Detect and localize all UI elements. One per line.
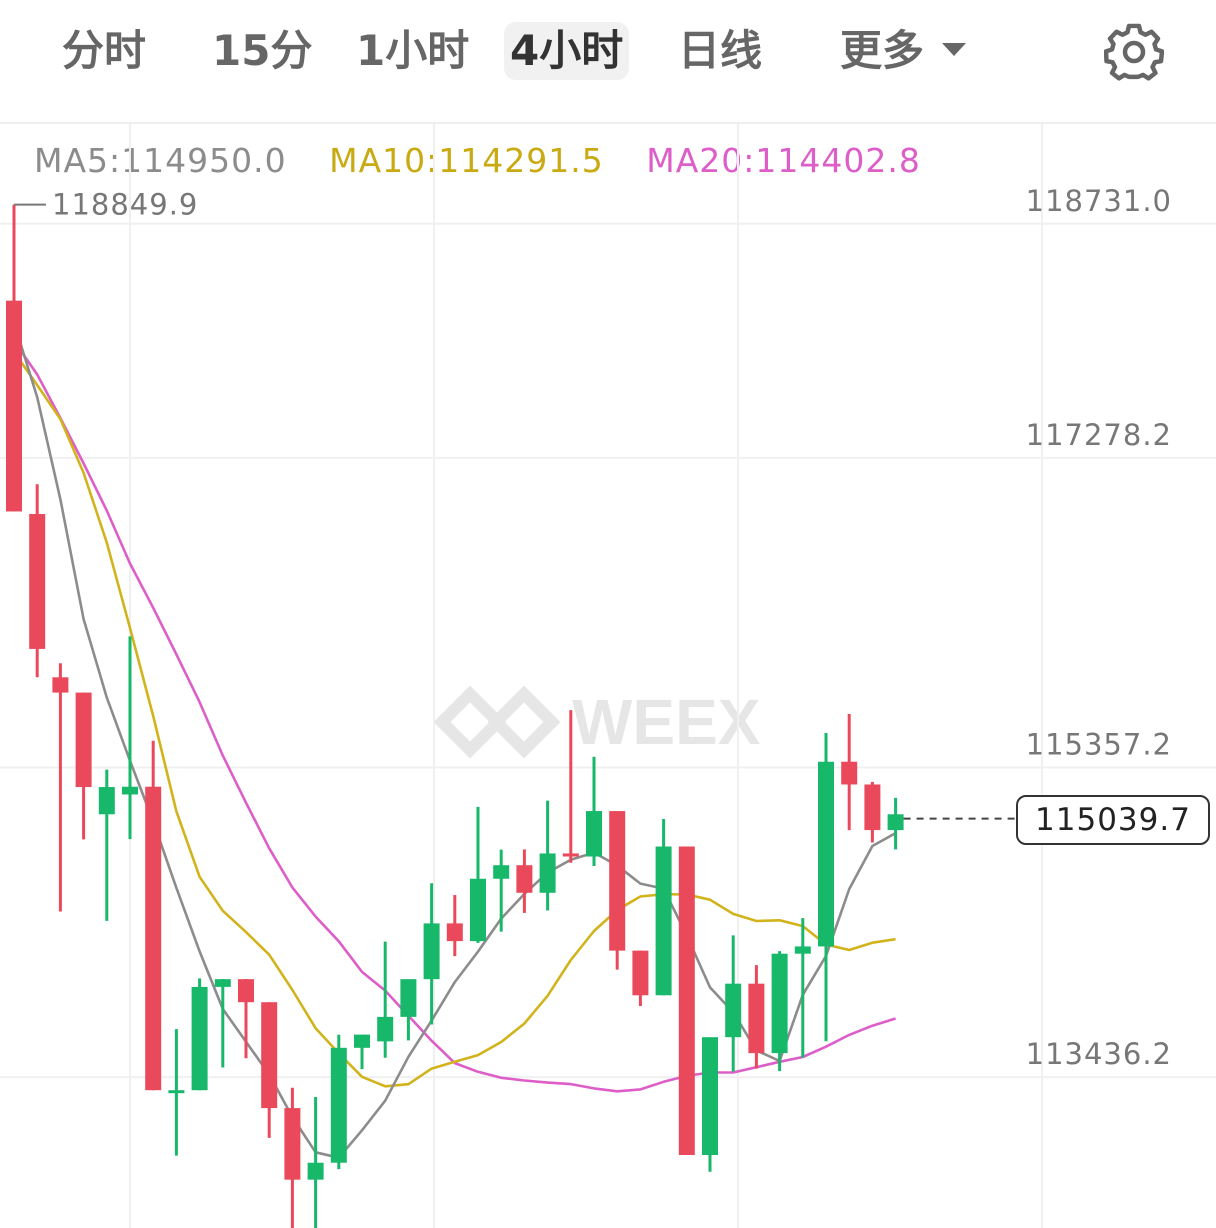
candle — [192, 978, 208, 1090]
candle-body — [702, 1037, 718, 1155]
candle-body — [99, 787, 115, 814]
candle-body — [540, 853, 556, 892]
candle-body — [493, 865, 509, 879]
candle — [702, 1037, 718, 1172]
tab-timeshare[interactable]: 分时 — [62, 22, 146, 80]
candle-body — [400, 979, 416, 1017]
candle-body — [215, 979, 231, 987]
candle-body — [52, 677, 68, 692]
candle-body — [679, 847, 695, 1155]
candle — [772, 951, 788, 1071]
tab-more-label: 更多 — [840, 26, 924, 75]
candle-body — [609, 811, 625, 951]
candle-body — [632, 951, 648, 996]
candle — [6, 205, 22, 512]
candle — [679, 847, 695, 1155]
candlestick-chart[interactable]: 118731.0 117278.2 115357.2 113436.2 118849.… — [0, 124, 1216, 1228]
candle — [354, 1035, 370, 1069]
candle — [563, 710, 579, 863]
candle-body — [29, 514, 45, 649]
candle — [888, 798, 904, 850]
timeframe-tab-bar: 分时 15分 1小时 4小时 日线 更多 — [0, 0, 1216, 124]
candle-body — [192, 987, 208, 1090]
high-marker: 118849.9 — [14, 188, 198, 222]
y-axis: 118731.0 117278.2 115357.2 113436.2 — [1026, 184, 1172, 1071]
candle-body — [795, 946, 811, 953]
candle — [308, 1097, 324, 1228]
candle — [586, 757, 602, 866]
candle-body — [563, 853, 579, 856]
high-marker-label: 118849.9 — [52, 188, 198, 222]
candle-body — [586, 811, 602, 856]
candle — [400, 979, 416, 1040]
candle — [632, 951, 648, 1006]
candle-body — [331, 1048, 347, 1163]
candle-body — [748, 984, 764, 1053]
candle — [145, 741, 161, 1090]
candle — [122, 636, 138, 839]
gear-icon — [1104, 22, 1164, 82]
candle-body — [888, 814, 904, 830]
candle-body — [354, 1035, 370, 1048]
last-price-label: 115039.7 — [1016, 795, 1210, 845]
candle — [99, 770, 115, 921]
candle-body — [261, 1002, 277, 1108]
candle-body — [238, 979, 254, 1002]
tab-1hour[interactable]: 1小时 — [356, 22, 469, 80]
candle-body — [6, 301, 22, 512]
candle — [447, 895, 463, 956]
candle-body — [656, 847, 672, 996]
candle-body — [470, 879, 486, 941]
y-tick-label: 115357.2 — [1026, 728, 1172, 762]
candle-body — [424, 923, 440, 979]
candle — [238, 979, 254, 1058]
candle-body — [725, 984, 741, 1038]
candle — [424, 883, 440, 1024]
candle — [76, 693, 92, 840]
candle — [52, 663, 68, 911]
candle — [168, 1029, 184, 1156]
candle — [841, 714, 857, 830]
candle — [818, 733, 834, 1041]
candles — [6, 205, 904, 1228]
candle-body — [377, 1017, 393, 1041]
chevron-down-icon — [942, 43, 966, 56]
candle — [748, 965, 764, 1068]
y-tick-label: 113436.2 — [1026, 1037, 1172, 1071]
candle-body — [145, 787, 161, 1090]
candle — [864, 782, 880, 843]
candle-body — [772, 954, 788, 1053]
candle-body — [841, 762, 857, 785]
candle-body — [818, 762, 834, 947]
candle-body — [76, 693, 92, 787]
tab-4hour[interactable]: 4小时 — [504, 22, 629, 80]
candle-body — [122, 787, 138, 795]
candle — [261, 1002, 277, 1138]
candle-body — [864, 784, 880, 830]
candle-body — [516, 865, 532, 893]
candle-body — [284, 1108, 300, 1180]
tab-15min[interactable]: 15分 — [212, 22, 312, 80]
candle — [493, 850, 509, 932]
candle — [656, 819, 672, 995]
candle — [609, 811, 625, 970]
y-tick-label: 117278.2 — [1026, 418, 1172, 452]
candle — [377, 942, 393, 1058]
candle — [516, 849, 532, 913]
tab-daily[interactable]: 日线 — [678, 22, 762, 80]
candle — [540, 801, 556, 911]
candle-body — [308, 1163, 324, 1180]
candle-body — [447, 923, 463, 941]
candle — [29, 484, 45, 677]
candle — [470, 807, 486, 943]
candle — [284, 1088, 300, 1228]
candle-body — [168, 1090, 184, 1093]
tab-more[interactable]: 更多 — [840, 22, 966, 80]
y-tick-label: 118731.0 — [1026, 184, 1172, 218]
candle — [331, 1035, 347, 1169]
settings-button[interactable] — [1104, 22, 1164, 82]
